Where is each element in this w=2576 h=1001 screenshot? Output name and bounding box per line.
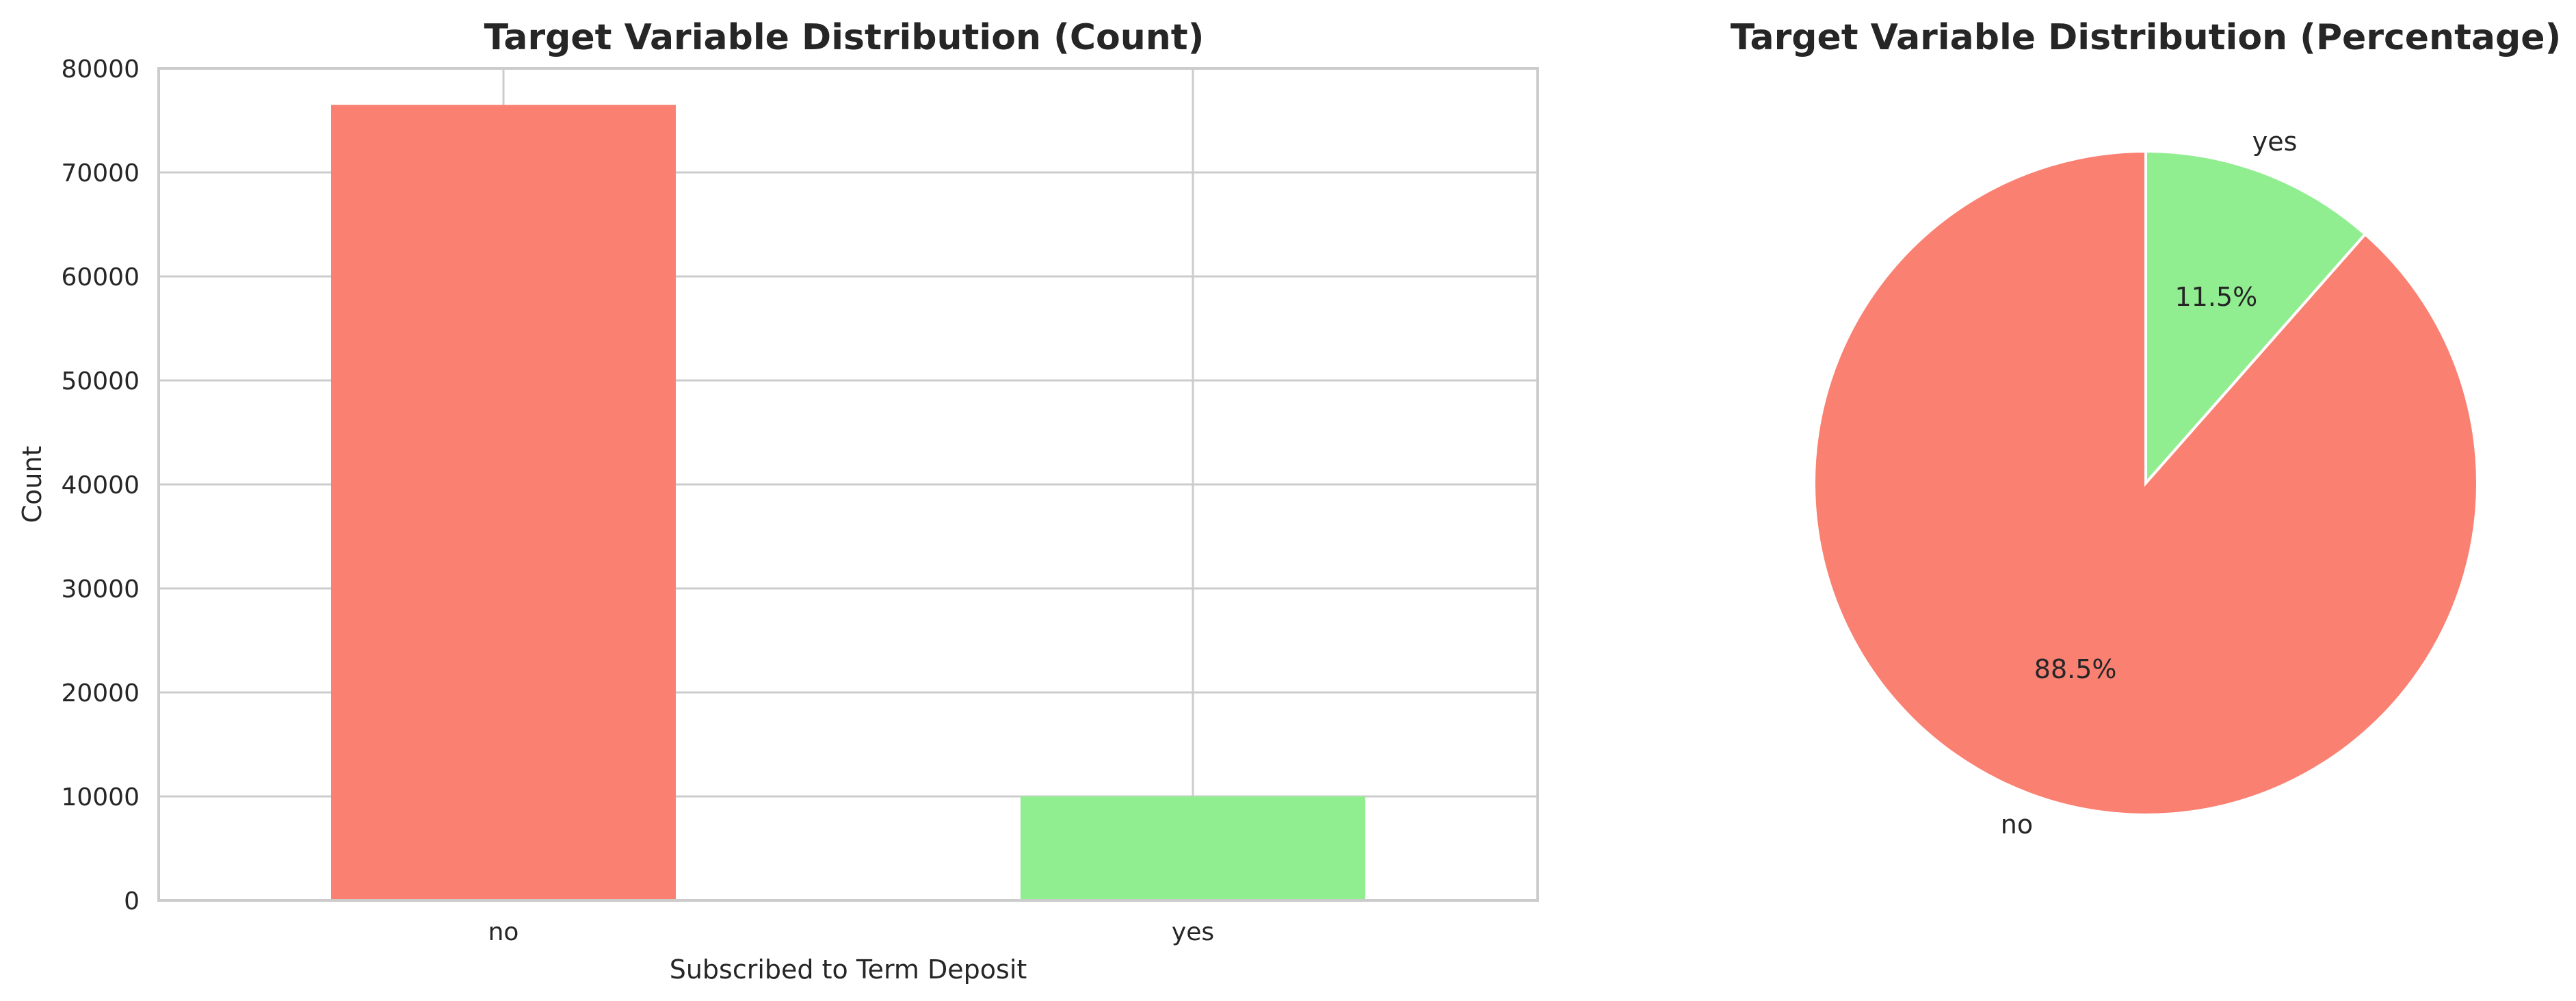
bar-y-tick-label: 0 (124, 887, 140, 915)
bar-x-tick-label: no (488, 918, 519, 946)
bar-no (331, 105, 676, 901)
pie-pct-no: 88.5% (2034, 654, 2117, 684)
bar-chart-title: Target Variable Distribution (Count) (484, 17, 1205, 58)
pie-slice-yes (2144, 149, 2367, 487)
bar-y-tick-label: 50000 (61, 367, 140, 395)
bar-y-tick-label: 40000 (61, 471, 140, 499)
bar-plot-frame (157, 67, 1539, 902)
bar-x-tick-label: yes (1172, 918, 1214, 946)
pie-chart-title: Target Variable Distribution (Percentage… (1731, 17, 2562, 58)
bar-x-tick-labels: no yes (488, 918, 1215, 946)
bar-y-tick-label: 10000 (61, 783, 140, 811)
pie-labels: no 88.5% yes 11.5% (2001, 127, 2298, 840)
pie-label-no: no (2001, 809, 2033, 840)
bar-y-tick-label: 30000 (61, 575, 140, 603)
pie-label-yes: yes (2252, 127, 2298, 157)
bar-chart: Target Variable Distribution (Count) 0 10… (17, 17, 1539, 985)
bar-y-tick-label: 80000 (61, 55, 140, 83)
bar-marks (331, 105, 1365, 901)
bar-y-tick-labels: 0 10000 20000 30000 40000 50000 60000 70000 8000… (61, 55, 140, 915)
pie-slices (1813, 149, 2479, 816)
bar-y-tick-label: 60000 (61, 263, 140, 291)
bar-y-tick-label: 20000 (61, 679, 140, 707)
bar-x-axis-label: Subscribed to Term Deposit (670, 954, 1027, 985)
bar-y-axis-label: Count (17, 446, 47, 523)
pie-pct-yes: 11.5% (2175, 282, 2258, 312)
pie-chart: Target Variable Distribution (Percentage… (1731, 17, 2562, 840)
bar-yes (1021, 796, 1365, 900)
bar-y-tick-label: 70000 (61, 159, 140, 187)
